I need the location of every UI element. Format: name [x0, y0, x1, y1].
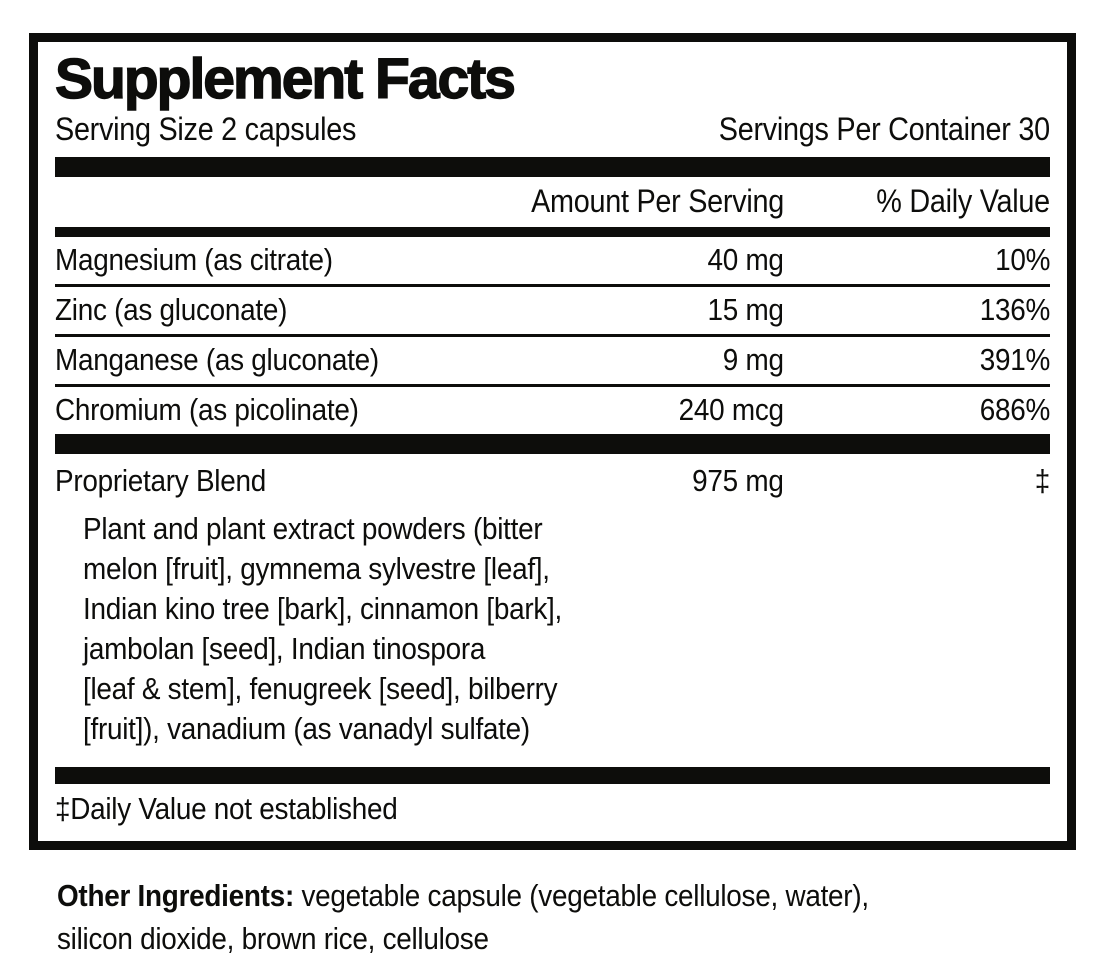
blend-daily-value-dagger: ‡	[1034, 463, 1051, 499]
footnote: ‡Daily Value not established	[55, 784, 1050, 829]
nutrient-row: Magnesium (as citrate) 40 mg 10%	[55, 237, 1050, 284]
nutrient-name: Magnesium (as citrate)	[55, 242, 333, 278]
nutrient-name: Chromium (as picolinate)	[55, 392, 359, 428]
section-divider-bar-top	[55, 157, 1050, 178]
other-ingredients-text-2: silicon dioxide, brown rice, cellulose	[57, 921, 489, 957]
column-header-daily-value: % Daily Value	[876, 183, 1050, 220]
other-ingredients-text-1: vegetable capsule (vegetable cellulose, …	[301, 878, 869, 914]
nutrient-amount: 240 mcg	[678, 392, 784, 428]
servings-per-container: Servings Per Container 30	[718, 111, 1050, 148]
supplement-facts-panel: Supplement Facts Serving Size 2 capsules…	[29, 33, 1076, 851]
section-divider-bar-footnote	[55, 767, 1050, 785]
other-ingredients-line: silicon dioxide, brown rice, cellulose	[57, 917, 1101, 960]
column-header-row: Amount Per Serving % Daily Value	[55, 177, 1050, 227]
blend-description-line: Indian kino tree [bark], cinnamon [bark]…	[83, 591, 562, 627]
nutrient-daily-value: 10%	[994, 242, 1050, 278]
spacer	[55, 755, 1050, 767]
nutrient-amount: 40 mg	[707, 242, 784, 278]
blend-description-line: jambolan [seed], Indian tinospora	[83, 631, 486, 667]
blend-description: Plant and plant extract powders (bitter …	[83, 509, 1050, 749]
nutrient-daily-value: 391%	[979, 342, 1051, 378]
blend-description-line: [fruit]), vanadium (as vanadyl sulfate)	[83, 711, 530, 747]
nutrient-row: Manganese (as gluconate) 9 mg 391%	[55, 337, 1050, 384]
other-ingredients-label: Other Ingredients:	[57, 878, 294, 914]
nutrient-daily-value: 686%	[979, 392, 1051, 428]
serving-size: Serving Size 2 capsules	[55, 111, 357, 148]
blend-description-line: Plant and plant extract powders (bitter	[83, 511, 543, 547]
section-divider-bar-blend	[55, 434, 1050, 455]
header-divider-bar	[55, 227, 1050, 238]
nutrient-row: Chromium (as picolinate) 240 mcg 686%	[55, 387, 1050, 434]
other-ingredients-line: Other Ingredients: vegetable capsule (ve…	[57, 874, 1101, 917]
nutrient-row: Zinc (as gluconate) 15 mg 136%	[55, 287, 1050, 334]
blend-row: Proprietary Blend 975 mg ‡	[55, 454, 1050, 503]
nutrient-amount: 9 mg	[723, 342, 784, 378]
blend-name: Proprietary Blend	[55, 463, 266, 499]
serving-info-row: Serving Size 2 capsules Servings Per Con…	[55, 111, 1050, 148]
blend-description-line: melon [fruit], gymnema sylvestre [leaf],	[83, 551, 550, 587]
nutrient-name: Zinc (as gluconate)	[55, 292, 288, 328]
other-ingredients: Other Ingredients: vegetable capsule (ve…	[57, 874, 1101, 960]
panel-title: Supplement Facts	[54, 47, 516, 111]
nutrient-amount: 15 mg	[707, 292, 784, 328]
row-separator-rule	[55, 384, 1050, 388]
row-separator-rule	[55, 284, 1050, 288]
nutrient-name: Manganese (as gluconate)	[55, 342, 379, 378]
row-separator-rule	[55, 334, 1050, 338]
blend-amount: 975 mg	[692, 463, 785, 499]
blend-description-line: [leaf & stem], fenugreek [seed], bilberr…	[83, 671, 558, 707]
footnote-text: ‡Daily Value not established	[55, 791, 398, 827]
nutrient-daily-value: 136%	[979, 292, 1051, 328]
column-header-amount: Amount Per Serving	[531, 183, 784, 220]
